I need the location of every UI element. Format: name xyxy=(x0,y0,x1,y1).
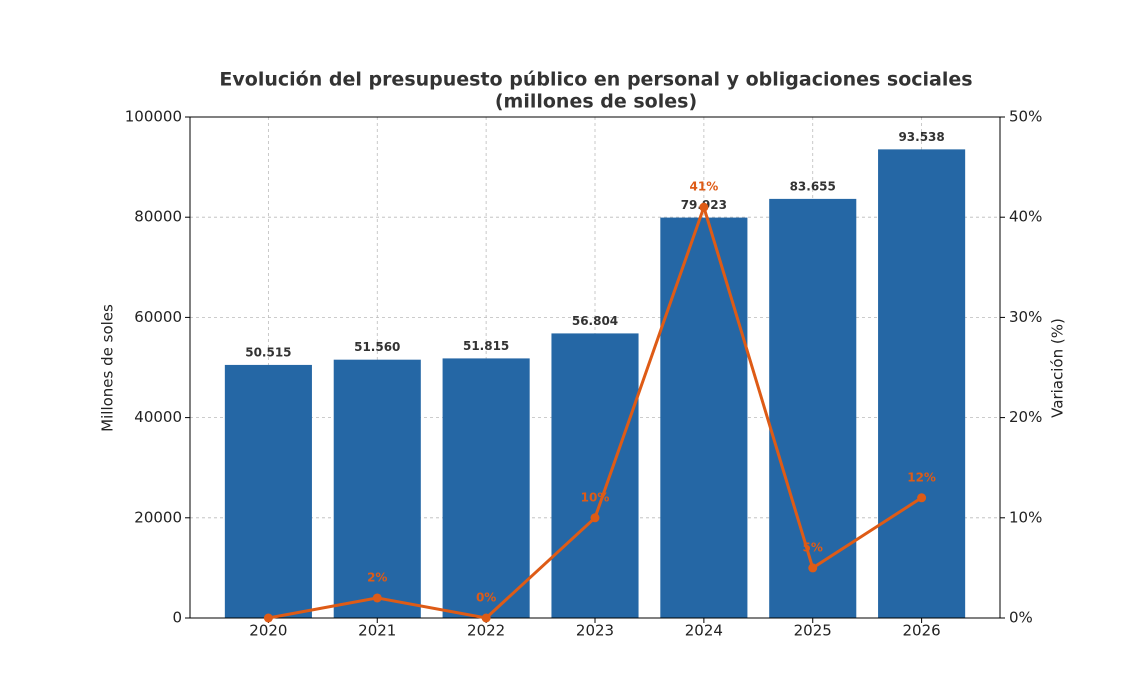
y-tick-label: 40000 xyxy=(134,408,182,426)
x-tick-label: 2025 xyxy=(794,622,832,640)
y-tick-label: 80000 xyxy=(134,208,182,226)
y-tick-label: 20000 xyxy=(134,508,182,526)
bar xyxy=(442,358,530,618)
chart-subtitle: (millones de soles) xyxy=(495,91,697,113)
line-value-label: 10% xyxy=(581,490,610,504)
line-point xyxy=(699,202,709,212)
y-axis-label: Millones de soles xyxy=(99,304,117,432)
bar xyxy=(769,198,857,619)
x-tick-label: 2026 xyxy=(903,622,941,640)
x-tick-label: 2023 xyxy=(576,622,614,640)
line-value-label: 0% xyxy=(476,591,496,605)
y-tick-label: 0 xyxy=(172,609,182,627)
x-tick-label: 2020 xyxy=(249,622,287,640)
y2-tick-label: 0% xyxy=(1009,609,1033,627)
line-point xyxy=(917,493,927,503)
y-tick-label: 100000 xyxy=(125,108,182,126)
bar xyxy=(878,149,966,618)
y2-tick-label: 20% xyxy=(1009,408,1042,426)
y2-tick-label: 30% xyxy=(1009,308,1042,326)
y2-tick-label: 10% xyxy=(1009,508,1042,526)
x-tick-label: 2022 xyxy=(467,622,505,640)
line-point xyxy=(808,563,818,573)
line-value-label: 12% xyxy=(907,470,936,484)
x-tick-label: 2021 xyxy=(358,622,396,640)
y2-axis-label: Variación (%) xyxy=(1049,318,1067,418)
bar-value-label: 51.560 xyxy=(354,340,400,354)
y-tick-label: 60000 xyxy=(134,308,182,326)
line-point xyxy=(590,513,600,523)
line-point xyxy=(481,613,491,623)
line-value-label: 5% xyxy=(803,540,823,554)
bar-value-label: 56.804 xyxy=(572,314,618,328)
line-point xyxy=(263,613,273,623)
bar xyxy=(333,359,421,618)
bar xyxy=(551,333,639,618)
bar-value-label: 83.655 xyxy=(790,179,836,193)
bar-value-label: 93.538 xyxy=(898,130,944,144)
bar xyxy=(660,217,748,619)
line-point xyxy=(372,593,382,603)
bar-value-label: 51.815 xyxy=(463,339,509,353)
bar-value-label: 50.515 xyxy=(245,345,291,359)
y2-tick-label: 50% xyxy=(1009,108,1042,126)
x-tick-label: 2024 xyxy=(685,622,723,640)
bar xyxy=(224,364,312,618)
y2-tick-label: 40% xyxy=(1009,208,1042,226)
line-value-label: 2% xyxy=(367,570,387,584)
line-value-label: 41% xyxy=(690,180,719,194)
chart-title: Evolución del presupuesto público en per… xyxy=(219,69,972,91)
